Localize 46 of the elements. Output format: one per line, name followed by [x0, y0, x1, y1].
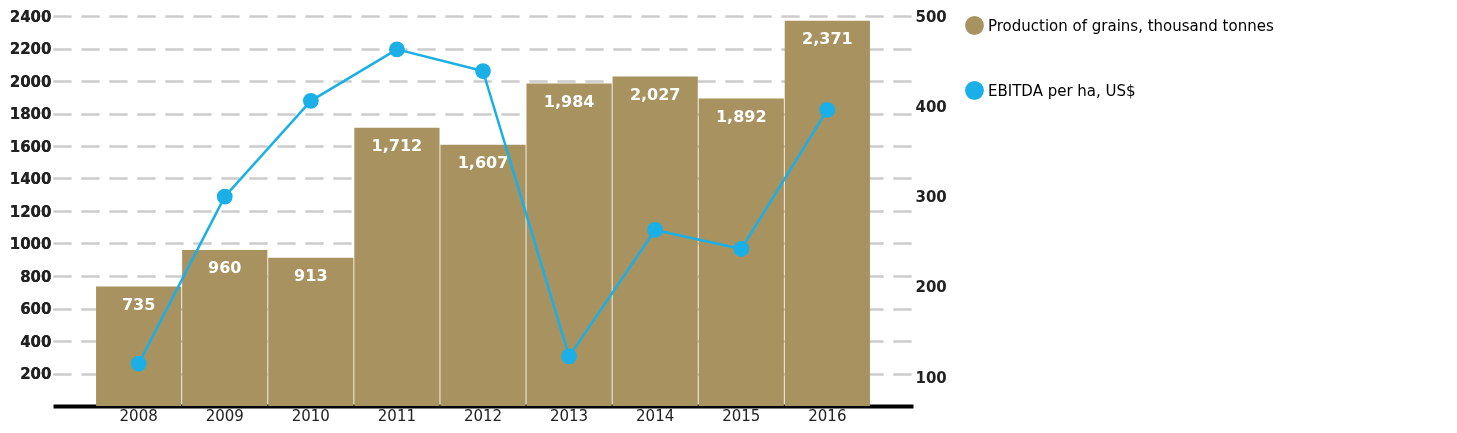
y-tick-label: 800 — [20, 267, 52, 286]
x-tick-label: 2012 — [463, 406, 503, 425]
x-tick-label: 2008 — [119, 406, 158, 425]
legend-label: Production of grains, thousand tonnes — [988, 16, 1274, 35]
y-tick-label: 1000 — [9, 235, 52, 253]
y-tick-label: 400 — [20, 332, 52, 351]
x-tick-label: 2010 — [291, 406, 330, 425]
point — [389, 41, 405, 58]
point — [733, 241, 750, 257]
point — [561, 348, 577, 365]
y-tick-label: 1600 — [9, 137, 52, 156]
data-label: 960 — [208, 258, 242, 277]
data-label: 2,371 — [802, 28, 853, 48]
data-label: 1,984 — [543, 91, 595, 111]
y-tick-label: 600 — [20, 300, 52, 318]
y2-tick-label: 200 — [915, 278, 947, 297]
point — [819, 102, 836, 118]
x-tick-label: 2014 — [636, 406, 675, 425]
y2-tick-label: 400 — [915, 97, 947, 116]
data-label: 2,027 — [629, 84, 681, 104]
point — [130, 355, 147, 372]
y2-tick-label: 300 — [915, 188, 947, 207]
x-tick-label: 2015 — [722, 406, 761, 425]
y-tick-label: 1400 — [9, 170, 52, 188]
x-tick-label: 2013 — [549, 406, 589, 425]
x-tick-label: 2009 — [205, 406, 244, 425]
data-label: 1,712 — [371, 135, 423, 155]
point — [475, 63, 491, 79]
y-tick-label: 1200 — [9, 202, 52, 221]
x-tick-label: 2016 — [808, 406, 847, 425]
y-tick-label: 2200 — [9, 40, 52, 58]
point — [647, 222, 664, 238]
point — [216, 188, 233, 205]
data-label: 1,607 — [457, 152, 509, 172]
y-tick-label: 1800 — [9, 105, 52, 123]
data-label: 735 — [121, 294, 156, 314]
legend-label: EBITDA per ha, US$ — [988, 81, 1136, 100]
data-label: 913 — [294, 265, 328, 285]
data-label: 1,892 — [715, 106, 767, 126]
y2-tick-label: 100 — [915, 368, 947, 387]
y-tick-label: 2000 — [9, 72, 52, 91]
y-tick-label: 2400 — [9, 7, 52, 26]
y-tick-label: 200 — [20, 365, 52, 383]
point — [302, 92, 319, 109]
y2-tick-label: 500 — [915, 7, 947, 26]
x-tick-label: 2011 — [377, 406, 417, 425]
